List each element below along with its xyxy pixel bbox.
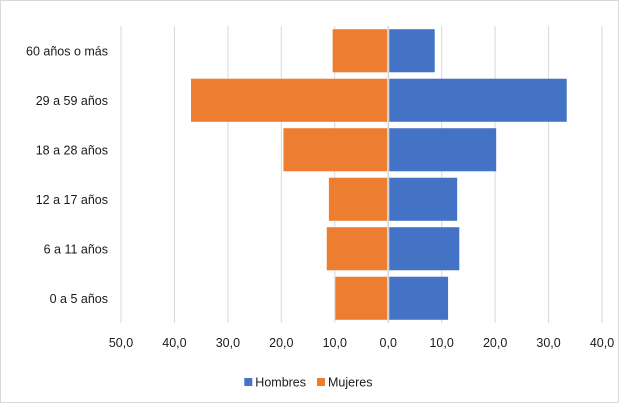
bar-hombres-2 (388, 177, 458, 221)
bar-hombres-0 (388, 276, 449, 320)
x-tick-label: 40,0 (590, 336, 614, 350)
bar-mujeres-3 (283, 128, 389, 172)
x-tick-label: 0,0 (380, 336, 397, 350)
x-tick-label: 30,0 (536, 336, 560, 350)
category-label: 0 a 5 años (50, 292, 108, 306)
bar-hombres-4 (388, 78, 567, 122)
bar-hombres-1 (388, 227, 460, 271)
bar-hombres-5 (388, 29, 435, 73)
x-tick-label: 10,0 (429, 336, 453, 350)
bar-mujeres-1 (326, 227, 389, 271)
bars (191, 29, 567, 320)
legend: Hombres Mujeres (244, 376, 372, 390)
bar-mujeres-0 (335, 276, 389, 320)
category-label: 12 a 17 años (36, 193, 108, 207)
bar-mujeres-5 (332, 29, 389, 73)
x-tick-label: 20,0 (483, 336, 507, 350)
x-tick-label: 50,0 (109, 336, 133, 350)
bar-hombres-3 (388, 128, 497, 172)
category-labels: 0 a 5 años 6 a 11 años 12 a 17 años 18 a 28… (26, 44, 108, 306)
legend-label-hombres: Hombres (255, 376, 306, 390)
x-tick-label: 20,0 (269, 336, 293, 350)
legend-label-mujeres: Mujeres (328, 376, 372, 390)
x-tick-label: 40,0 (162, 336, 186, 350)
bar-mujeres-2 (328, 177, 389, 221)
x-tick-label: 10,0 (323, 336, 347, 350)
x-tick-labels: 50,0 40,0 30,0 20,0 10,0 0,0 10,0 20,0 30,0 40,0 (109, 336, 614, 350)
category-label: 6 a 11 años (44, 242, 108, 256)
category-label: 29 a 59 años (36, 94, 108, 108)
category-label: 18 a 28 años (36, 143, 108, 157)
x-tick-label: 30,0 (216, 336, 240, 350)
bar-mujeres-4 (191, 78, 389, 122)
category-label: 60 años o más (26, 44, 108, 58)
legend-swatch-mujeres (317, 378, 325, 386)
legend-swatch-hombres (244, 378, 253, 386)
